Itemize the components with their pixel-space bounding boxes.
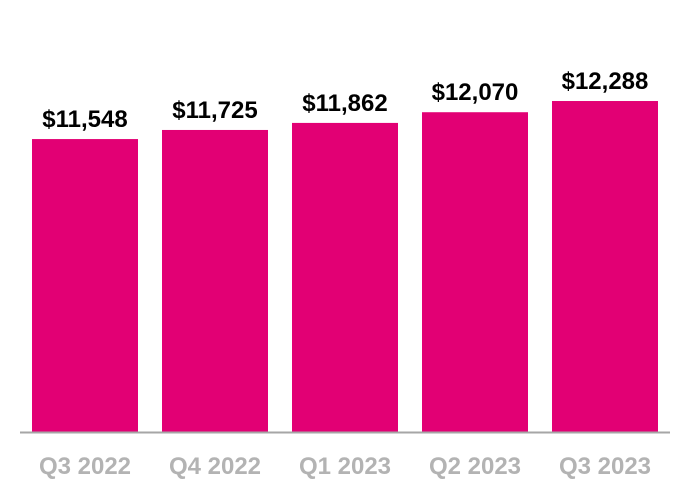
x-tick-label: Q3 2023 bbox=[559, 453, 651, 480]
x-tick-label: Q3 2022 bbox=[39, 453, 131, 480]
x-tick-label: Q1 2023 bbox=[299, 453, 391, 480]
bar bbox=[422, 112, 528, 432]
bar bbox=[292, 122, 398, 432]
data-label: $11,725 bbox=[172, 97, 257, 124]
bar bbox=[32, 139, 138, 432]
data-label: $11,862 bbox=[302, 90, 387, 117]
x-tick-label: Q4 2022 bbox=[169, 453, 261, 480]
data-label: $12,288 bbox=[562, 68, 649, 95]
x-tick-label: Q2 2023 bbox=[429, 453, 521, 480]
data-label: $12,070 bbox=[432, 79, 519, 106]
bar bbox=[162, 129, 268, 432]
data-label: $11,548 bbox=[42, 106, 127, 133]
bar bbox=[552, 101, 658, 432]
